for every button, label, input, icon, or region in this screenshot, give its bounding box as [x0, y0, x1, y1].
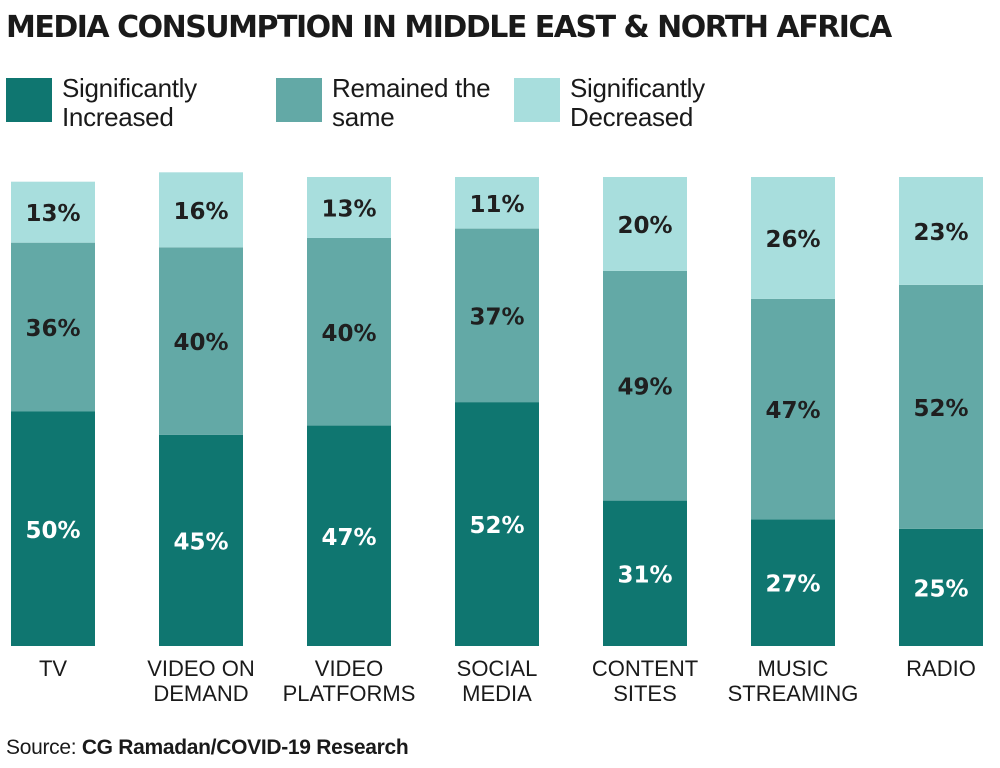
data-label-tv-remained-the-same: 36% — [25, 316, 80, 342]
bar-segment-music-streaming-significantly-increased — [751, 519, 835, 646]
bar-segment-music-streaming-significantly-decreased — [751, 177, 835, 299]
bar-segment-video-on-demand-significantly-increased — [159, 434, 243, 646]
data-label-music-streaming-significantly-decreased: 26% — [765, 227, 820, 253]
data-label-radio-significantly-increased: 25% — [913, 576, 968, 602]
bar-segment-tv-significantly-increased — [11, 411, 95, 646]
data-label-video-platforms-significantly-decreased: 13% — [321, 196, 376, 222]
bar-segment-content-sites-significantly-increased — [603, 500, 687, 646]
bar-segment-radio-remained-the-same — [899, 284, 983, 529]
category-label-video-platforms-line-2: PLATFORMS — [283, 681, 416, 706]
category-label-video-platforms-line-1: VIDEO — [315, 656, 383, 681]
data-label-radio-significantly-decreased: 23% — [913, 220, 968, 246]
data-label-video-on-demand-significantly-decreased: 16% — [173, 199, 228, 225]
legend-swatch-same — [276, 78, 322, 122]
data-label-video-platforms-remained-the-same: 40% — [321, 321, 376, 347]
category-label-social-media-line-1: SOCIAL — [457, 656, 538, 681]
bar-segment-video-on-demand-significantly-decreased — [159, 172, 243, 248]
data-label-content-sites-significantly-decreased: 20% — [617, 213, 672, 239]
category-label-content-sites-line-2: SITES — [613, 681, 677, 706]
category-label-radio: RADIO — [906, 656, 976, 681]
category-label-video-on-demand-line-1: VIDEO ON — [147, 656, 255, 681]
bar-segment-tv-significantly-decreased — [11, 181, 95, 243]
bar-segment-music-streaming-remained-the-same — [751, 298, 835, 520]
data-label-video-on-demand-remained-the-same: 40% — [173, 330, 228, 356]
legend: Significantly Increased Remained the sam… — [0, 74, 1000, 138]
category-label-content-sites-line-1: CONTENT — [592, 656, 698, 681]
source-note: Source: CG Ramadan/COVID-19 Research — [6, 736, 409, 760]
data-label-social-media-significantly-decreased: 11% — [469, 192, 524, 218]
legend-label-decreased: Significantly Decreased — [570, 73, 705, 132]
legend-item-decreased: Significantly Decreased — [514, 74, 740, 132]
bar-segment-social-media-significantly-increased — [455, 402, 539, 646]
source-text: CG Ramadan/COVID-19 Research — [81, 736, 409, 759]
bar-segment-radio-significantly-decreased — [899, 177, 983, 285]
legend-item-increased: Significantly Increased — [6, 74, 232, 132]
category-label-music-streaming-line-1: MUSIC — [758, 656, 829, 681]
category-label-social-media-line-2: MEDIA — [462, 681, 532, 706]
bar-segment-social-media-remained-the-same — [455, 228, 539, 403]
data-label-content-sites-significantly-increased: 31% — [617, 562, 672, 588]
data-label-tv-significantly-decreased: 13% — [25, 201, 80, 227]
bar-segment-video-platforms-remained-the-same — [307, 237, 391, 426]
legend-item-same: Remained the same — [276, 74, 502, 132]
bar-segment-content-sites-remained-the-same — [603, 270, 687, 501]
legend-swatch-decreased — [514, 78, 560, 122]
data-label-tv-significantly-increased: 50% — [25, 518, 80, 544]
bar-segment-tv-remained-the-same — [11, 242, 95, 412]
category-label-video-on-demand-line-2: DEMAND — [153, 681, 248, 706]
legend-swatch-increased — [6, 78, 52, 122]
category-label-music-streaming-line-2: STREAMING — [728, 681, 859, 706]
category-label-tv: TV — [39, 656, 67, 681]
legend-label-increased: Significantly Increased — [62, 73, 197, 132]
bar-segment-video-platforms-significantly-decreased — [307, 177, 391, 238]
bar-segment-social-media-significantly-decreased — [455, 177, 539, 229]
data-label-video-platforms-significantly-increased: 47% — [321, 525, 376, 551]
source-prefix: Source: — [6, 736, 82, 759]
data-label-radio-remained-the-same: 52% — [913, 396, 968, 422]
data-label-social-media-remained-the-same: 37% — [469, 304, 524, 330]
bar-segment-video-on-demand-remained-the-same — [159, 247, 243, 435]
data-label-content-sites-remained-the-same: 49% — [617, 375, 672, 401]
legend-label-same: Remained the same — [332, 73, 491, 132]
data-label-music-streaming-remained-the-same: 47% — [765, 398, 820, 424]
bar-segment-radio-significantly-increased — [899, 528, 983, 646]
bar-segment-video-platforms-significantly-increased — [307, 425, 391, 646]
data-label-music-streaming-significantly-increased: 27% — [765, 572, 820, 598]
chart-title: MEDIA CONSUMPTION IN MIDDLE EAST & NORTH… — [6, 10, 892, 45]
data-label-social-media-significantly-increased: 52% — [469, 513, 524, 539]
bar-segment-content-sites-significantly-decreased — [603, 177, 687, 271]
data-label-video-on-demand-significantly-increased: 45% — [173, 529, 228, 555]
